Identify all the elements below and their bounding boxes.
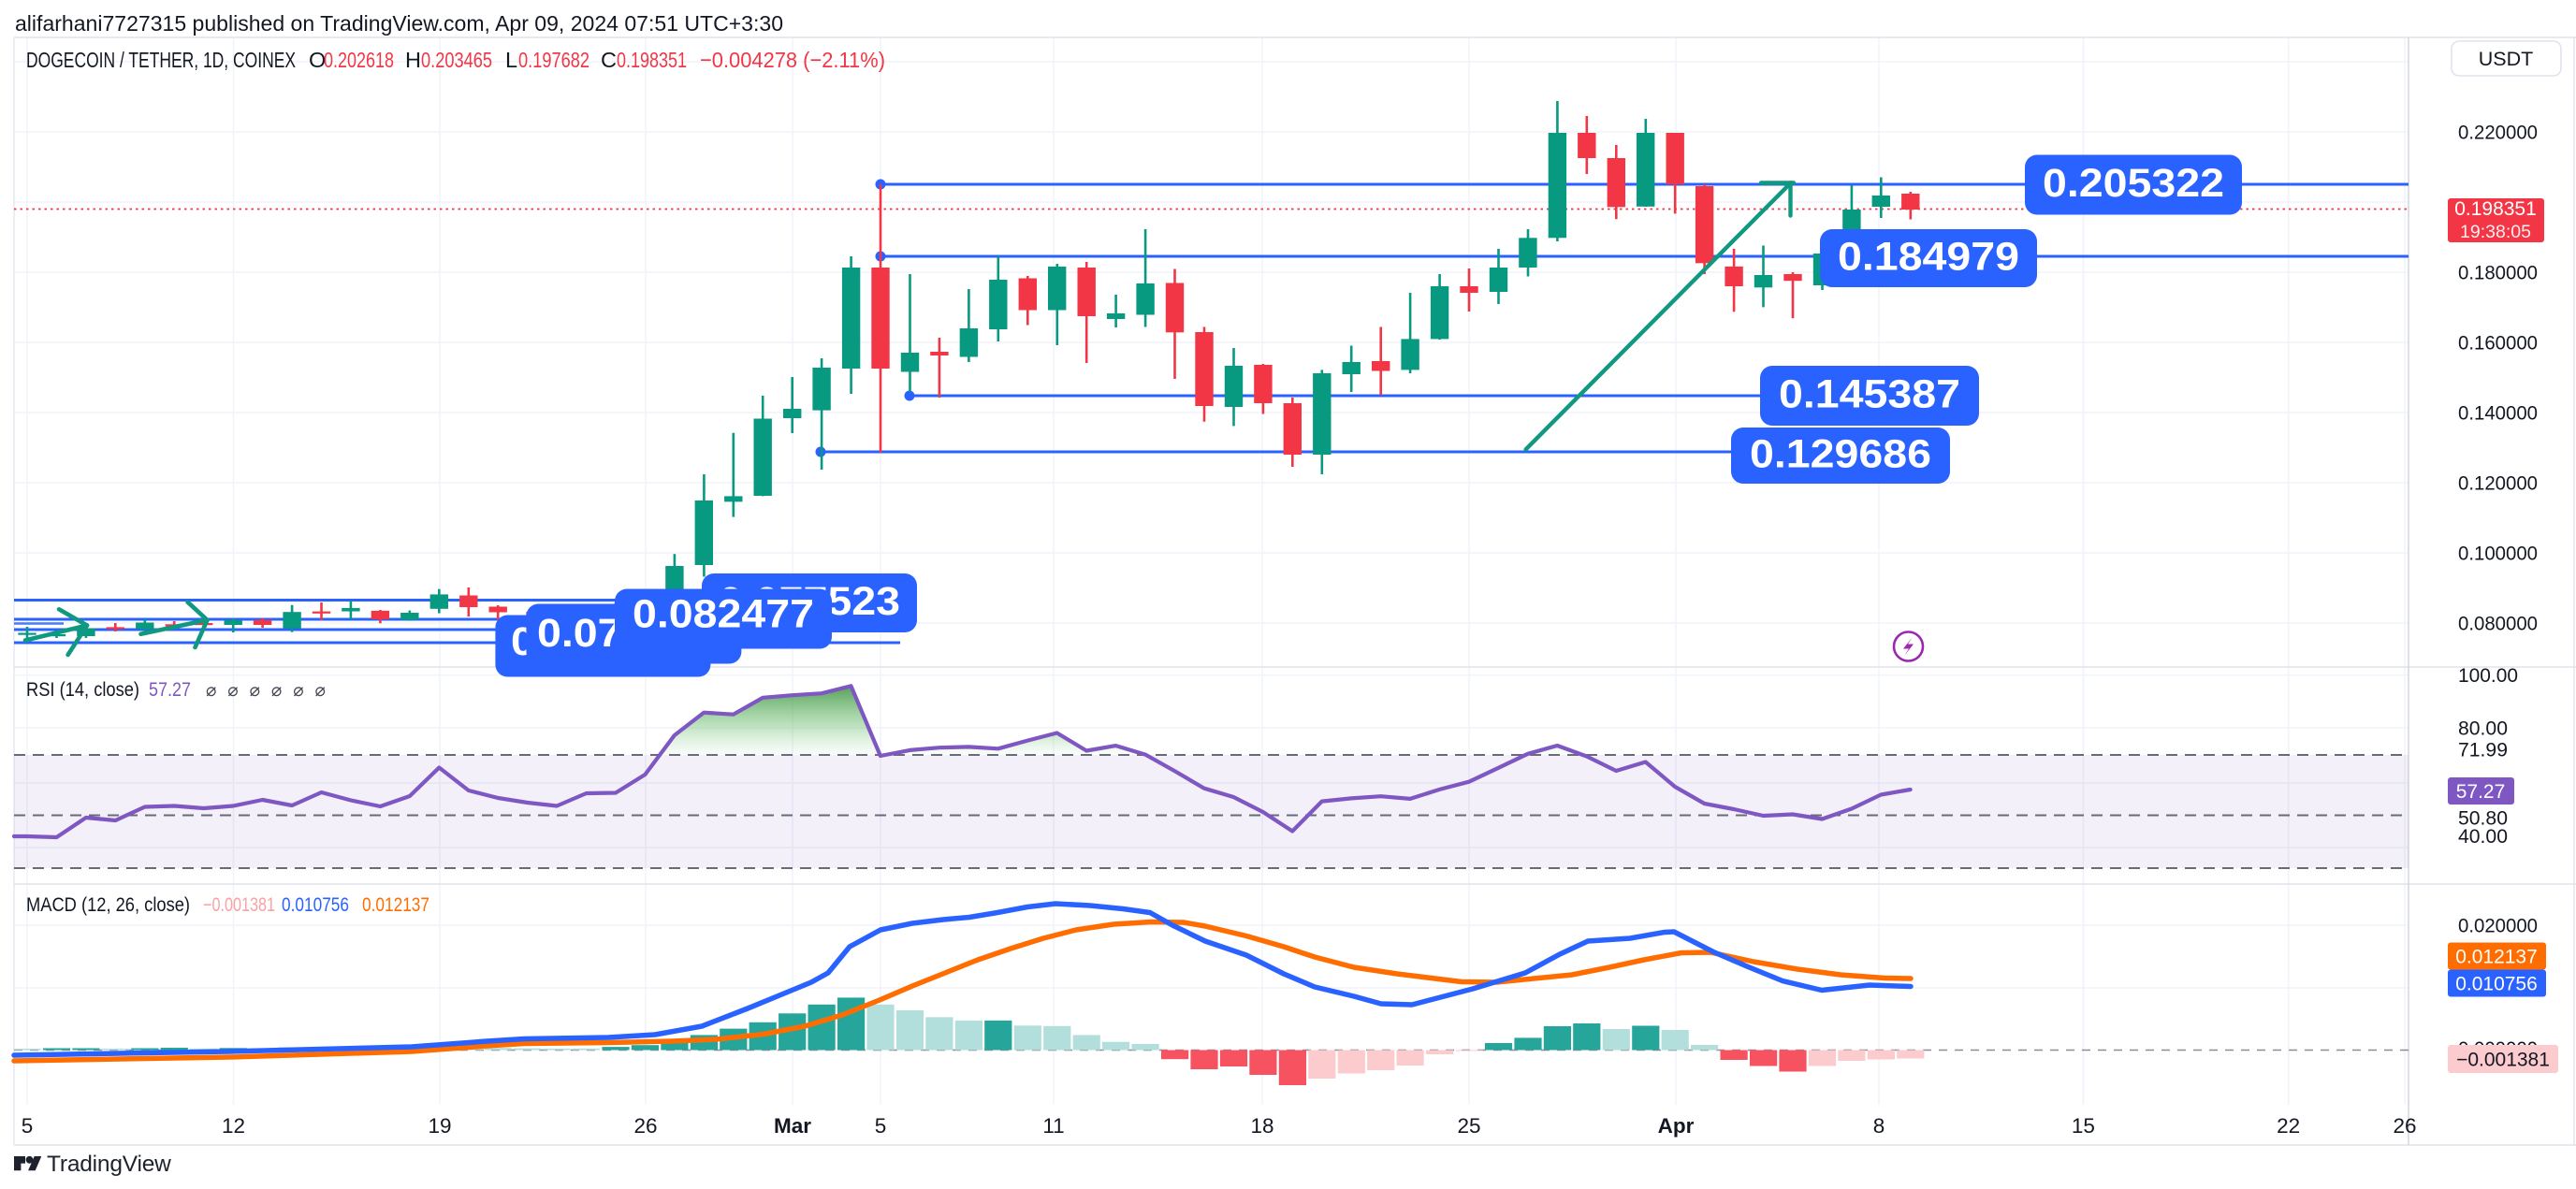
svg-text:5: 5 — [875, 1114, 887, 1138]
svg-text:40.00: 40.00 — [2458, 825, 2508, 848]
svg-text:19:38:05: 19:38:05 — [2460, 222, 2531, 242]
svg-text:TradingView: TradingView — [47, 1152, 171, 1177]
svg-text:80.00: 80.00 — [2458, 718, 2508, 740]
svg-text:0.010756: 0.010756 — [282, 894, 349, 916]
svg-text:L: L — [505, 48, 517, 72]
svg-text:⌀: ⌀ — [293, 681, 303, 701]
svg-text:0.010756: 0.010756 — [2455, 974, 2538, 995]
svg-text:0.082477: 0.082477 — [633, 592, 814, 637]
svg-text:0.140000: 0.140000 — [2458, 402, 2538, 425]
svg-text:−0.001381: −0.001381 — [203, 894, 275, 916]
svg-text:0.012137: 0.012137 — [362, 894, 429, 916]
svg-text:0.020000: 0.020000 — [2458, 915, 2538, 937]
svg-text:H: H — [405, 48, 421, 72]
svg-text:0.184979: 0.184979 — [1838, 235, 2019, 280]
svg-text:0.220000: 0.220000 — [2458, 122, 2538, 144]
svg-text:0.203465: 0.203465 — [421, 48, 492, 72]
svg-text:0.129686: 0.129686 — [1750, 432, 1931, 477]
svg-text:57.27: 57.27 — [2456, 781, 2506, 803]
svg-text:11: 11 — [1042, 1114, 1064, 1138]
svg-text:0.198351: 0.198351 — [2454, 198, 2537, 220]
svg-text:0.100000: 0.100000 — [2458, 543, 2538, 565]
svg-text:RSI (14, close): RSI (14, close) — [26, 679, 139, 701]
svg-text:5: 5 — [22, 1114, 34, 1138]
svg-text:57.27: 57.27 — [149, 679, 191, 701]
svg-text:−0.004278 (−2.11%): −0.004278 (−2.11%) — [700, 48, 885, 72]
svg-text:0.120000: 0.120000 — [2458, 472, 2538, 495]
svg-text:Apr: Apr — [1658, 1114, 1695, 1138]
svg-text:Mar: Mar — [774, 1114, 811, 1138]
svg-text:0.145387: 0.145387 — [1779, 372, 1960, 417]
svg-text:0.160000: 0.160000 — [2458, 332, 2538, 355]
svg-text:⌀: ⌀ — [206, 681, 216, 701]
svg-text:0.197682: 0.197682 — [518, 48, 589, 72]
svg-text:18: 18 — [1250, 1114, 1273, 1138]
svg-text:USDT: USDT — [2479, 48, 2534, 70]
svg-text:71.99: 71.99 — [2458, 739, 2508, 761]
svg-text:0.202618: 0.202618 — [324, 48, 394, 72]
svg-text:19: 19 — [428, 1114, 451, 1138]
svg-text:25: 25 — [1457, 1114, 1480, 1138]
svg-text:0.180000: 0.180000 — [2458, 262, 2538, 284]
svg-text:−0.001381: −0.001381 — [2456, 1050, 2550, 1071]
svg-text:26: 26 — [633, 1114, 657, 1138]
svg-text:⌀: ⌀ — [227, 681, 238, 701]
svg-text:⌀: ⌀ — [315, 681, 326, 701]
svg-text:0.205322: 0.205322 — [2043, 161, 2224, 206]
svg-text:MACD (12, 26, close): MACD (12, 26, close) — [26, 894, 190, 916]
svg-text:15: 15 — [2072, 1114, 2095, 1138]
svg-text:DOGECOIN / TETHER, 1D, COINEX: DOGECOIN / TETHER, 1D, COINEX — [26, 48, 296, 72]
svg-text:12: 12 — [222, 1114, 245, 1138]
svg-text:50.80: 50.80 — [2458, 807, 2508, 830]
svg-text:8: 8 — [1873, 1114, 1885, 1138]
svg-text:alifarhani7727315 published on: alifarhani7727315 published on TradingVi… — [15, 11, 783, 36]
svg-text:⌀: ⌀ — [271, 681, 282, 701]
svg-text:22: 22 — [2277, 1114, 2300, 1138]
svg-text:0.080000: 0.080000 — [2458, 613, 2538, 635]
svg-text:⌀: ⌀ — [250, 681, 260, 701]
svg-text:0.198351: 0.198351 — [617, 48, 687, 72]
svg-text:26: 26 — [2393, 1114, 2416, 1138]
svg-text:100.00: 100.00 — [2458, 664, 2518, 687]
svg-text:0.012137: 0.012137 — [2455, 947, 2538, 968]
svg-text:O: O — [309, 48, 326, 72]
svg-text:C: C — [601, 48, 617, 72]
